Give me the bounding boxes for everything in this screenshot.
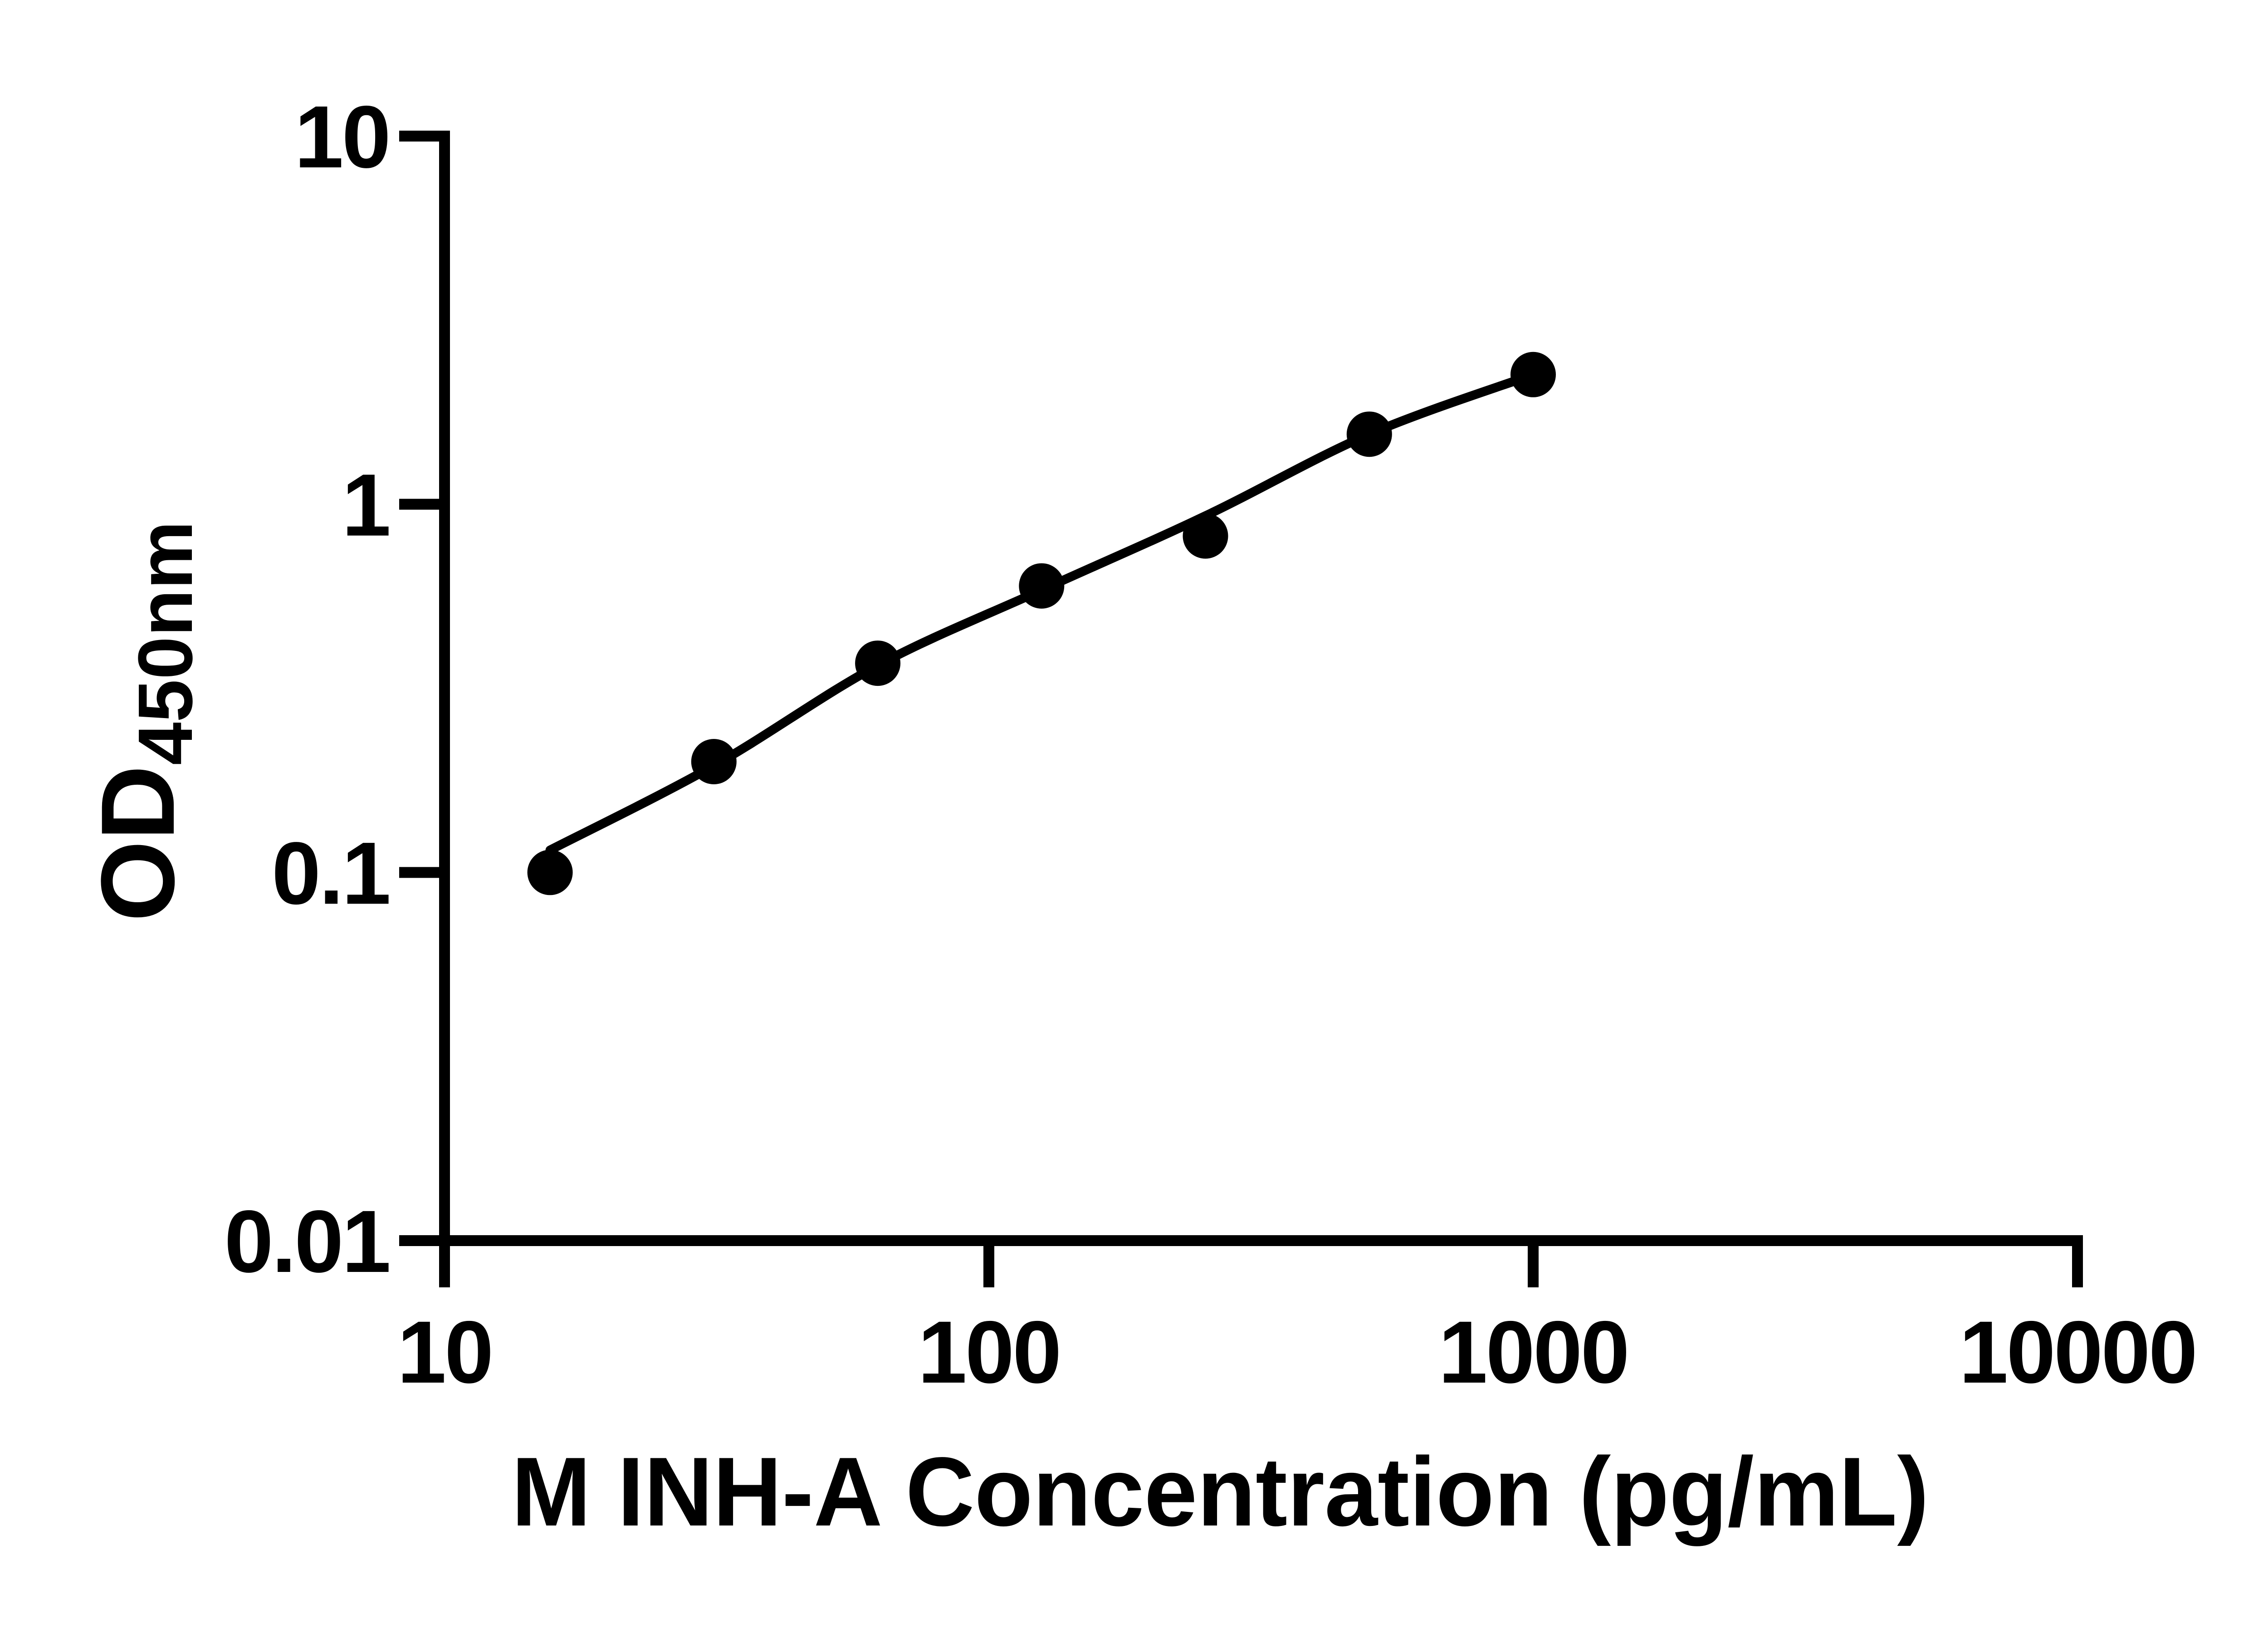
- data-point: [691, 739, 737, 784]
- y-tick-label: 0.01: [224, 1192, 389, 1291]
- y-tick-label: 0.1: [272, 824, 389, 923]
- x-tick-label: 1000: [1438, 1303, 1628, 1402]
- data-point: [1183, 513, 1228, 559]
- x-tick-label: 10: [397, 1303, 492, 1402]
- data-point: [1346, 411, 1392, 457]
- x-tick-label: 10000: [1959, 1303, 2196, 1402]
- y-axis-title-subscript: 450nm: [122, 521, 209, 765]
- data-point: [1019, 563, 1065, 609]
- data-point: [527, 850, 573, 895]
- y-axis-title-main: OD: [79, 765, 196, 922]
- data-point: [1510, 352, 1556, 397]
- y-tick-label: 1: [342, 456, 389, 555]
- x-tick-label: 100: [918, 1303, 1060, 1402]
- y-axis-title: OD450nm: [79, 521, 209, 922]
- x-axis-title: M INH-A Concentration (pg/mL): [512, 1437, 1929, 1546]
- data-point: [855, 640, 901, 686]
- y-tick-label: 10: [294, 88, 389, 186]
